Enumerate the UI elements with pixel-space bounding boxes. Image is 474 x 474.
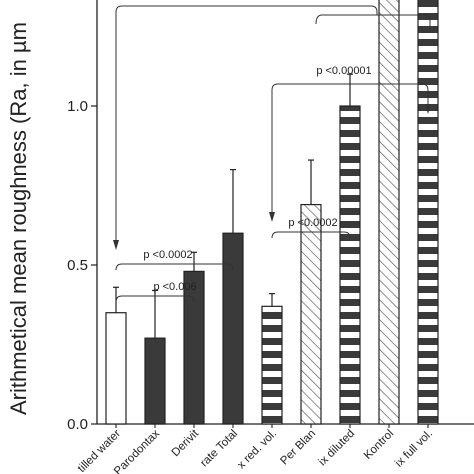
category-label: Kontrol — [362, 428, 396, 462]
bracket — [115, 295, 195, 303]
bar — [183, 270, 205, 425]
p-value-label: p <0.0002 — [288, 217, 337, 229]
arrow-bracket — [271, 83, 429, 218]
bar — [339, 105, 361, 425]
y-axis-title: Arithmetical mean roughness (Ra, in µm — [6, 22, 31, 415]
top-bracket — [115, 5, 378, 246]
y-tick-label: 1.0 — [67, 98, 88, 115]
bar — [300, 203, 322, 425]
p-value-label: p <0.0002 — [143, 249, 192, 261]
bracket — [271, 231, 351, 239]
category-label: x red. vol. — [235, 428, 279, 472]
y-tick-label: 0.5 — [67, 257, 88, 274]
category-label: Per Blan — [278, 428, 318, 468]
y-tick-label: 0.0 — [67, 416, 88, 433]
bar — [222, 232, 244, 425]
top-sub-bracket — [315, 14, 431, 30]
category-label: rate Total — [198, 428, 240, 470]
arrow-head — [113, 240, 119, 250]
category-label: Derivit — [170, 427, 202, 459]
category-label: ix full vol. — [393, 428, 435, 470]
significance-brackets: p <0.006 p <0.0002 p <0.0002 p <0.00001 — [113, 5, 431, 303]
p-value-label: p <0.006 — [153, 281, 196, 293]
bar — [417, 0, 439, 425]
bar — [105, 312, 127, 425]
bar — [261, 305, 283, 425]
arrow-head — [269, 212, 275, 222]
bracket — [115, 263, 234, 271]
p-value-label: p <0.00001 — [316, 65, 371, 77]
bar — [144, 337, 166, 425]
bar — [378, 0, 400, 425]
arrow-head — [425, 104, 431, 114]
category-label: ix diluted — [317, 428, 358, 469]
